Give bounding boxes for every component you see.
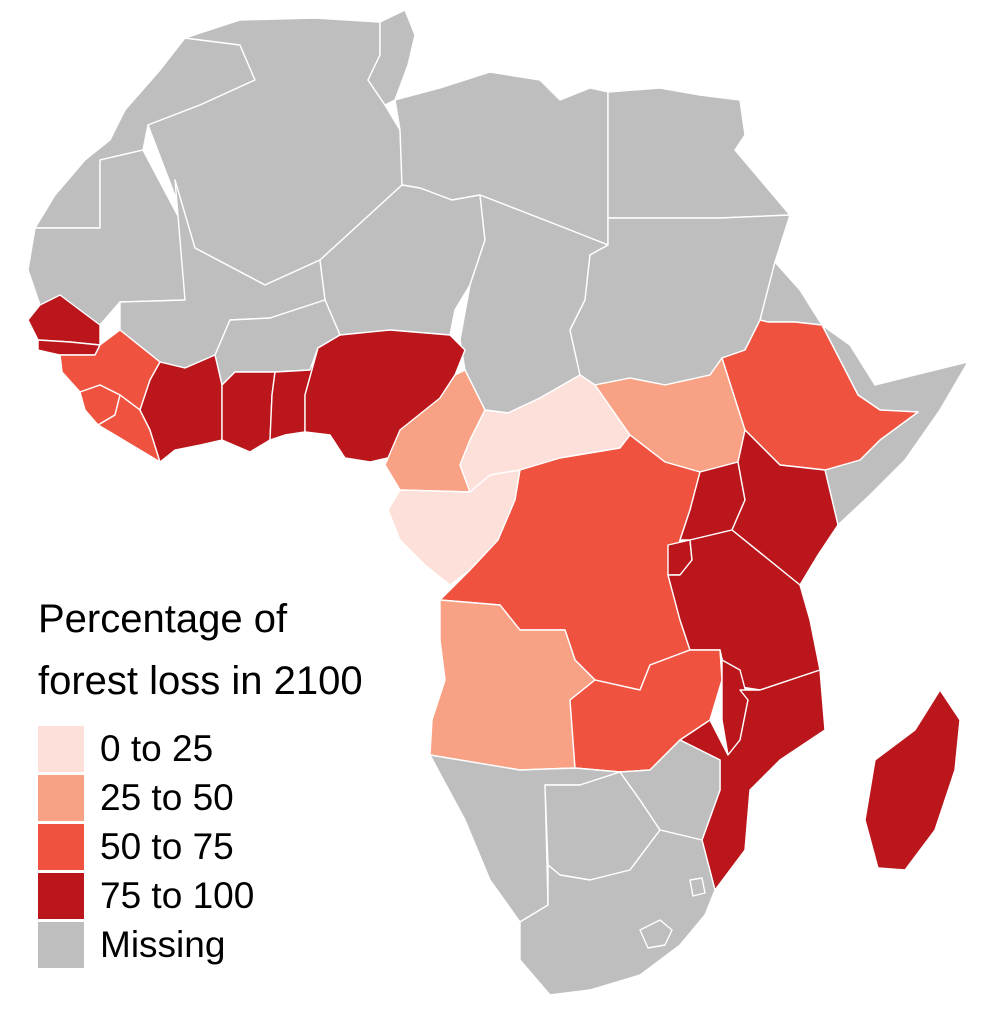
region-egypt <box>607 87 791 219</box>
legend-swatch <box>38 823 84 870</box>
legend-title-line-1: Percentage of <box>38 597 288 641</box>
region-eswatini <box>689 877 706 897</box>
legend-label: 50 to 75 <box>100 825 234 867</box>
legend-label: 25 to 50 <box>100 776 234 818</box>
legend-item: 50 to 75 <box>38 822 363 871</box>
map-legend: Percentage of forest loss in 2100 0 to 2… <box>38 588 363 969</box>
legend-label: 75 to 100 <box>100 874 255 916</box>
legend-swatch <box>38 774 84 821</box>
legend-label: 0 to 25 <box>100 727 214 769</box>
legend-item: 75 to 100 <box>38 871 363 920</box>
legend-item: Missing <box>38 920 363 969</box>
region-lesotho <box>639 919 673 949</box>
legend-swatch <box>38 921 84 968</box>
legend-item: 0 to 25 <box>38 724 363 773</box>
legend-label: Missing <box>100 923 226 965</box>
region-south-africa <box>519 829 716 996</box>
legend-swatch <box>38 725 84 772</box>
region-kenya <box>731 429 839 586</box>
region-madagascar <box>864 689 961 871</box>
legend-title-line-2: forest loss in 2100 <box>38 659 363 703</box>
legend-items: 0 to 25 25 to 50 50 to 75 75 to 100 Miss… <box>38 724 363 969</box>
region-zimbabwe <box>619 739 721 841</box>
legend-item: 25 to 50 <box>38 773 363 822</box>
region-ghana <box>221 371 276 453</box>
legend-swatch <box>38 872 84 919</box>
region-cote-divoire <box>139 354 223 463</box>
